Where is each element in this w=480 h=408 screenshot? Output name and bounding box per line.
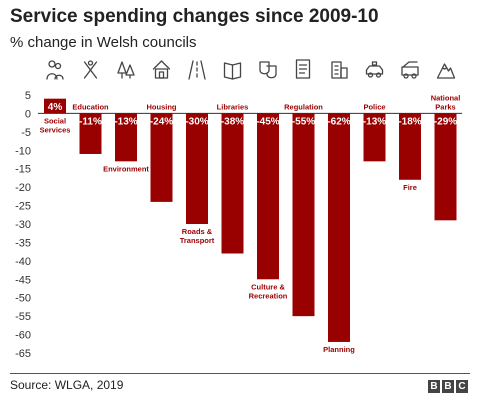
category-label: HousingHousing xyxy=(147,102,177,111)
data-label: -29% xyxy=(434,116,457,127)
y-tick-label: -60 xyxy=(15,330,31,342)
y-tick-label: 0 xyxy=(25,108,31,120)
y-tick-label: -45 xyxy=(15,274,31,286)
y-tick-label: -65 xyxy=(15,348,31,360)
data-label: -30% xyxy=(185,116,208,127)
road-icon xyxy=(188,60,206,80)
bar xyxy=(79,113,102,154)
bar xyxy=(399,113,421,180)
bar xyxy=(115,113,137,162)
data-label: -13% xyxy=(114,116,137,127)
data-label: -38% xyxy=(221,116,244,127)
category-label: PolicePolice xyxy=(363,102,385,111)
y-tick-label: -15 xyxy=(15,164,31,176)
bar xyxy=(328,113,350,342)
house-icon xyxy=(152,60,171,79)
police-car-icon xyxy=(365,61,384,78)
bar xyxy=(221,113,244,254)
data-label: -11% xyxy=(79,116,102,127)
trees-icon xyxy=(117,61,135,79)
labels: 4% Social ServicesSocial Services -11% Educa… xyxy=(40,93,461,354)
data-label: -24% xyxy=(150,116,173,127)
category-label: EducationEducation xyxy=(72,102,109,111)
bar xyxy=(292,113,315,317)
y-tick-label: -35 xyxy=(15,237,31,249)
y-tick-label: -50 xyxy=(15,293,31,305)
logo-letter: B xyxy=(442,380,454,393)
document-icon xyxy=(295,59,311,79)
bar xyxy=(363,113,386,162)
people-icon xyxy=(46,60,64,80)
book-icon xyxy=(223,62,242,80)
category-label: PlanningPlanning xyxy=(323,345,355,354)
y-tick-label: -55 xyxy=(15,311,31,323)
category-label: EnvironmentEnvironment xyxy=(103,164,149,173)
logo-letter: C xyxy=(456,380,468,393)
bar xyxy=(186,113,208,224)
data-label: 4% xyxy=(48,102,63,113)
mountain-icon xyxy=(436,63,456,79)
data-label: -18% xyxy=(398,116,421,127)
data-label: -62% xyxy=(327,116,350,127)
source-note: Source: WLGA, 2019 xyxy=(10,378,124,392)
y-tick-label: -25 xyxy=(15,201,31,213)
fire-engine-icon xyxy=(401,61,419,79)
category-label: Social ServicesSocial Services xyxy=(40,116,71,134)
category-label: Roads & TransportRoads & Transport xyxy=(180,227,215,245)
y-tick-label: -10 xyxy=(15,145,31,157)
bars xyxy=(44,98,457,342)
bar xyxy=(150,113,173,202)
bar xyxy=(257,113,279,280)
y-tick-label: 5 xyxy=(25,90,31,102)
tools-icon xyxy=(83,60,98,79)
bar xyxy=(44,98,66,114)
data-label: -55% xyxy=(292,116,315,127)
category-icons xyxy=(46,59,456,80)
category-label: National ParksNational Parks xyxy=(431,93,461,111)
category-label: LibrariesLibraries xyxy=(217,102,249,111)
theatre-masks-icon xyxy=(259,61,277,79)
footer-divider xyxy=(10,373,470,374)
building-icon xyxy=(331,61,348,79)
chart-subtitle: % change in Welsh councils xyxy=(10,34,197,51)
chart-title: Service spending changes since 2009-10 xyxy=(10,6,379,27)
category-label: Culture & RecreationCulture & Recreation xyxy=(249,282,288,300)
y-tick-label: -5 xyxy=(21,127,31,139)
bar xyxy=(434,113,457,221)
y-tick-label: -30 xyxy=(15,219,31,231)
category-label: FireFire xyxy=(403,183,417,192)
data-label: -45% xyxy=(256,116,279,127)
y-axis: 5 0 -5 -10 -15 -20 -25 -30 -35 -40 -45 -50 -55 -60 -65 xyxy=(15,90,462,360)
y-tick-label: -40 xyxy=(15,256,31,268)
data-label: -13% xyxy=(363,116,386,127)
y-tick-label: -20 xyxy=(15,182,31,194)
category-label: RegulationRegulation xyxy=(284,102,323,111)
bar-chart: 5 0 -5 -10 -15 -20 -25 -30 -35 -40 -45 -50 -55 -60 -65… xyxy=(15,59,462,360)
bbc-logo: B B C xyxy=(428,380,468,393)
logo-letter: B xyxy=(428,380,440,393)
